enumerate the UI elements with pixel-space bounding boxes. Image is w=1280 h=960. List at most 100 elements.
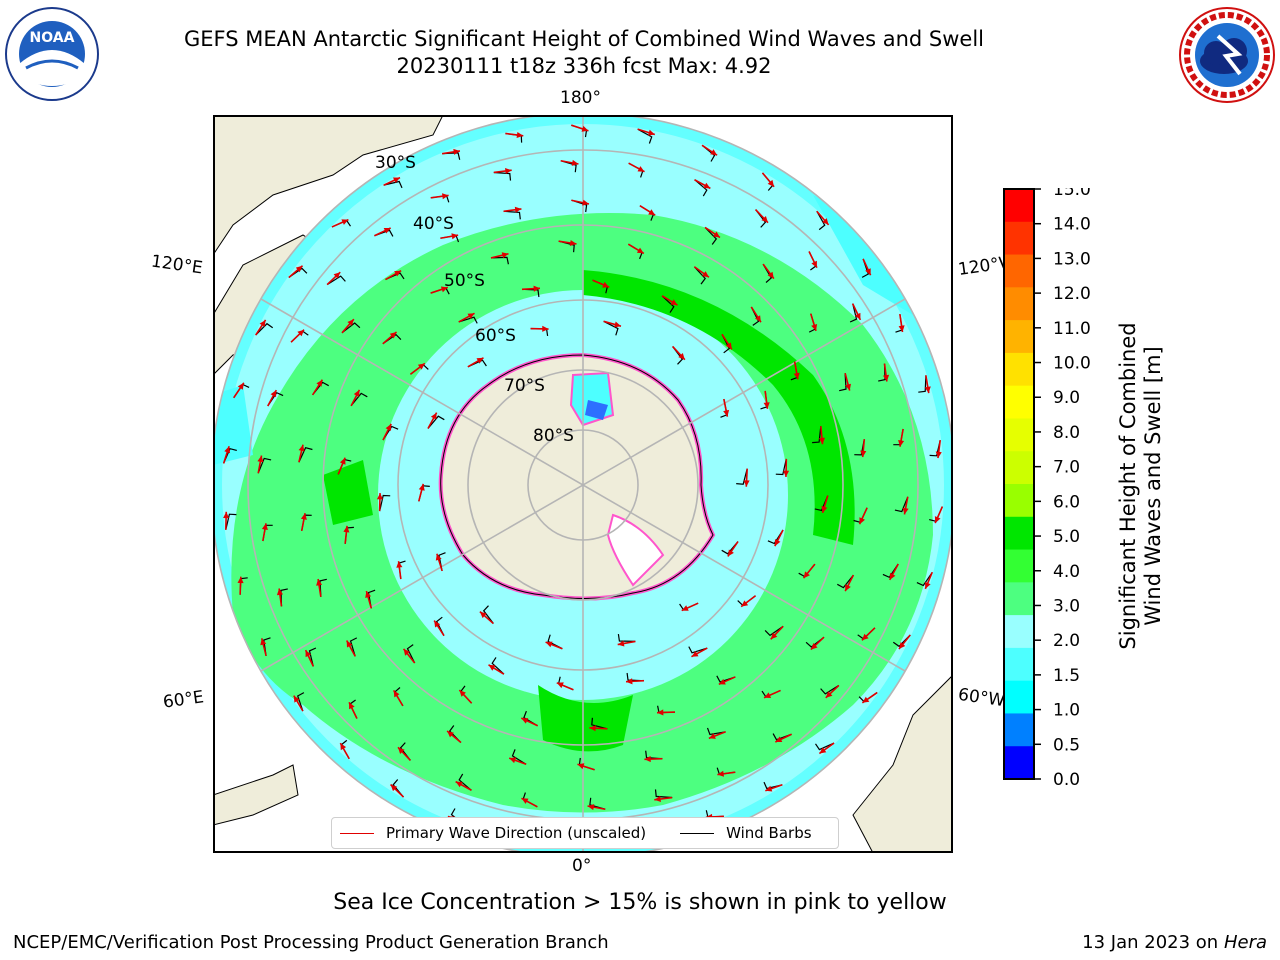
wave-arrow-head (713, 231, 720, 238)
wave-arrow-head (587, 804, 595, 811)
wave-arrow-head (657, 709, 664, 716)
lat-label-50s: 50°S (444, 271, 485, 291)
wave-arrow-head (223, 511, 230, 519)
wave-arrow-head (811, 324, 818, 331)
colorbar-cell (1004, 352, 1034, 387)
colorbar-cell (1004, 615, 1034, 649)
land-australia-corner (213, 115, 444, 256)
wave-arrow-head (811, 260, 817, 268)
colorbar-tick-label: 0.0 (1053, 770, 1080, 788)
footer-branch: NCEP/EMC/Verification Post Processing Pr… (13, 932, 609, 953)
wave-arrow-head (459, 690, 466, 697)
wave-arrow-head (860, 450, 867, 458)
wave-arrow-head (934, 516, 941, 524)
wind-barb (812, 426, 822, 444)
colorbar-tick-label: 6.0 (1053, 492, 1080, 512)
wave-arrow-head (455, 781, 463, 788)
legend-item-primary-wave: Primary Wave Direction (unscaled) (340, 824, 646, 842)
wave-arrow-head (767, 179, 775, 187)
wave-arrow-head (298, 444, 305, 452)
colorbar-tick-label: 5.0 (1053, 527, 1080, 547)
lat-label-80s: 80°S (533, 426, 574, 446)
wave-arrow-head (845, 584, 851, 592)
wind-barb (661, 295, 675, 313)
colorbar-tick-label: 2.0 (1053, 631, 1080, 651)
wind-barb (694, 179, 708, 197)
wave-arrow-head (418, 483, 425, 491)
wave-arrow-head (556, 682, 564, 689)
lat-label-30s: 30°S (375, 153, 416, 173)
wind-barb (706, 727, 726, 736)
wave-arrow-head (819, 747, 827, 754)
wave-arrow-head (889, 572, 896, 580)
colorbar-tick-label: 4.0 (1053, 562, 1080, 582)
colorbar-tick-label: 14.0 (1053, 215, 1091, 235)
wind-barb (837, 574, 854, 589)
wave-arrow-head (825, 691, 833, 698)
wave-arrow-head (434, 620, 441, 628)
wave-arrow-head (453, 148, 460, 155)
wave-arrow-head (783, 470, 790, 477)
footer-date-text: 13 Jan 2023 on (1082, 932, 1224, 953)
wave-arrow-head (451, 233, 459, 240)
wave-arrow-head (925, 581, 931, 589)
lat-label-40s: 40°S (413, 214, 454, 234)
wave-arrow-head (396, 561, 403, 568)
wave-direction-arrows-layer (222, 124, 944, 846)
colorbar-tick-label: 15.0 (1053, 188, 1091, 200)
colorbar-cell (1004, 647, 1034, 682)
wave-arrow-head (261, 523, 268, 530)
wave-arrow-head (691, 651, 699, 657)
wave-arrow-head (818, 437, 825, 445)
wind-barb (406, 644, 416, 664)
wave-arrow-head (476, 357, 484, 364)
wave-arrow-head (854, 312, 861, 320)
colorbar-tick-label: 3.0 (1053, 596, 1080, 616)
wave-arrow-head (924, 386, 931, 394)
wave-arrow-head (237, 382, 244, 390)
wave-arrow-head (571, 159, 579, 166)
wave-arrow-head (316, 579, 323, 586)
wind-barb (326, 275, 346, 286)
wave-arrow-head (533, 285, 540, 292)
wave-arrow-head (708, 733, 716, 739)
wave-arrow-head (333, 272, 341, 279)
wave-arrow-head (703, 182, 711, 189)
wind-barb (458, 316, 478, 324)
wave-arrow-head (521, 718, 529, 724)
weddell-sea-ice (606, 513, 665, 587)
wave-arrow-head (276, 588, 283, 596)
wave-arrow-head (727, 549, 734, 557)
wind-barb (617, 634, 636, 642)
wave-arrow-head (718, 678, 726, 685)
wave-arrow-head (678, 353, 685, 360)
wave-arrow-head (340, 743, 347, 751)
wave-arrow-head (710, 149, 718, 156)
wave-arrow-head (670, 299, 678, 306)
wind-barb (775, 458, 787, 476)
wind-barb (704, 227, 718, 245)
wave-arrow-head (741, 600, 749, 607)
wave-arrow-head (488, 664, 496, 671)
wave-arrow-head (654, 796, 661, 802)
legend-label-primary-wave: Primary Wave Direction (unscaled) (386, 824, 647, 842)
wave-arrow-head (389, 332, 397, 339)
wind-barb (225, 513, 237, 530)
wave-arrow-head (365, 591, 372, 598)
wave-arrow-head (442, 193, 449, 200)
wave-arrow-head (316, 379, 323, 387)
wave-arrow-head (861, 633, 869, 641)
colorbar-tick-label: 12.0 (1053, 284, 1091, 304)
wind-barb (491, 657, 505, 675)
wave-arrow-head (803, 571, 810, 579)
map-title: GEFS MEAN Antarctic Significant Height o… (183, 27, 985, 51)
wave-arrow-head (346, 640, 353, 648)
wave-arrow-head (767, 271, 774, 279)
wave-arrow-head (467, 313, 475, 319)
land-south-america (852, 674, 953, 853)
wave-arrow-head (617, 640, 625, 647)
wave-arrow-head (821, 505, 828, 513)
footer-host: Hera (1223, 932, 1267, 953)
colorbar-tick-label: 1.0 (1053, 701, 1080, 721)
wave-arrow-head (648, 209, 656, 216)
